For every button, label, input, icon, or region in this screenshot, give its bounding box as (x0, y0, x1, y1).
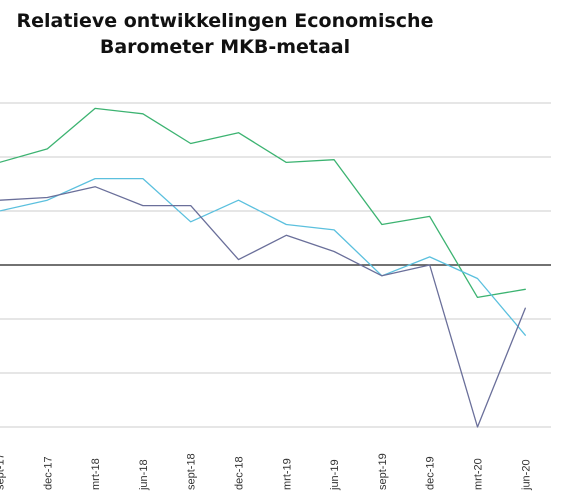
x-tick-label: mrt-20 (473, 458, 485, 490)
x-tick-label: jun-20 (520, 459, 532, 491)
x-tick-label: jun-18 (138, 459, 150, 491)
series-line-1 (0, 107, 526, 299)
chart-title-line-2: Barometer MKB-metaal (99, 36, 351, 58)
x-tick-label: mrt-19 (281, 458, 293, 490)
series-lines (0, 107, 526, 428)
x-tick-label: sept-19 (377, 453, 389, 490)
series-line-3 (0, 186, 526, 428)
x-tick-label: dec-19 (425, 456, 437, 490)
x-tick-label: dec-18 (234, 456, 246, 490)
chart-title-line-1: Relatieve ontwikkelingen Economische (16, 10, 434, 32)
x-axis-tick-labels: sept-17 dec-17 mrt-18 jun-18 sept-18 dec-18 mr… (0, 453, 532, 491)
series-line-2 (0, 177, 526, 336)
chart-title: Relatieve ontwikkelingen Economische Bar… (0, 8, 450, 60)
x-tick-label: sept-17 (0, 453, 7, 490)
grid-lines (0, 102, 551, 428)
x-tick-label: mrt-18 (90, 458, 102, 490)
x-tick-label: sept-18 (186, 453, 198, 490)
x-tick-label: dec-17 (42, 456, 54, 490)
x-tick-label: jun-19 (329, 459, 341, 491)
